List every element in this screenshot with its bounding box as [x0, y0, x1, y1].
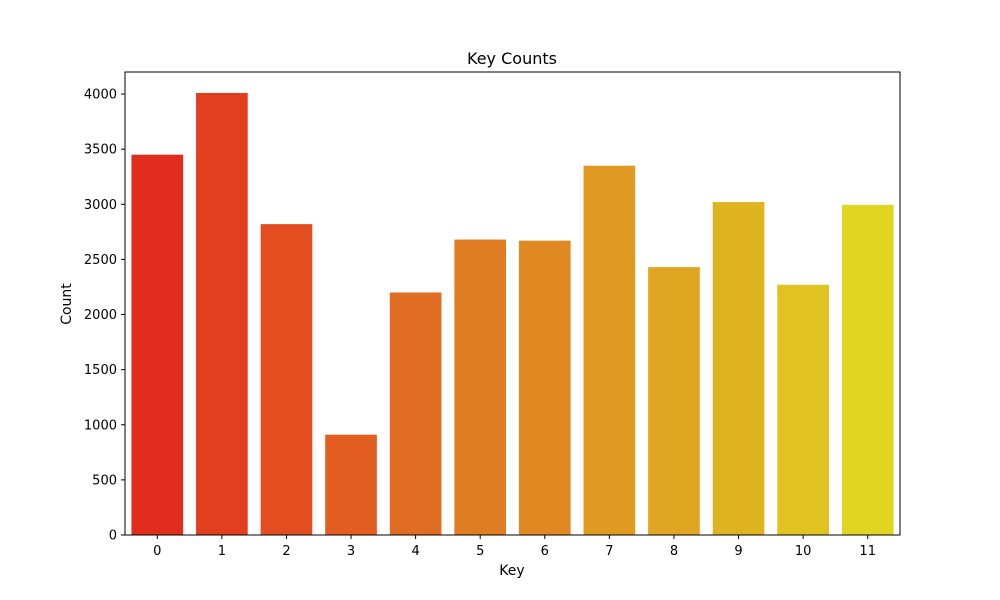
y-axis-label: Count — [59, 283, 75, 325]
bar-key-8 — [648, 267, 700, 535]
y-tick-label: 2000 — [84, 308, 117, 323]
x-tick-label: 7 — [605, 544, 613, 559]
x-tick-label: 8 — [670, 544, 678, 559]
bar-key-6 — [518, 240, 571, 535]
y-tick-label: 4000 — [84, 88, 117, 103]
x-tick-label: 6 — [541, 544, 549, 559]
y-tick-label: 1000 — [84, 418, 117, 433]
y-axis: 0 500 1000 1500 2000 2500 3000 3500 4000 — [84, 88, 125, 544]
x-axis: 0 1 2 3 4 5 6 7 8 9 10 11 — [153, 535, 876, 559]
bar-key-0 — [131, 154, 184, 535]
y-tick-label: 3000 — [84, 198, 117, 213]
y-tick-label: 3500 — [84, 143, 117, 158]
bar-key-4 — [389, 292, 442, 535]
y-tick-label: 500 — [92, 473, 117, 488]
chart-title: Key Counts — [467, 49, 557, 68]
bar-key-1 — [196, 92, 248, 535]
x-tick-label: 10 — [795, 544, 812, 559]
x-tick-label: 11 — [859, 544, 876, 559]
bar-key-9 — [712, 202, 765, 536]
x-tick-label: 4 — [411, 544, 419, 559]
x-tick-label: 1 — [218, 544, 226, 559]
x-tick-label: 0 — [153, 544, 161, 559]
bar-key-10 — [777, 284, 829, 535]
bar-key-2 — [260, 224, 313, 535]
y-tick-label: 0 — [109, 529, 117, 544]
bar-key-5 — [454, 239, 507, 536]
x-tick-label: 5 — [476, 544, 484, 559]
y-tick-label: 1500 — [84, 363, 117, 378]
x-tick-label: 9 — [734, 544, 742, 559]
y-tick-label: 2500 — [84, 253, 117, 268]
bar-key-7 — [583, 165, 636, 535]
plot-frame — [124, 71, 901, 536]
bar-key-11 — [841, 204, 894, 535]
bars-group — [131, 92, 894, 536]
x-tick-label: 2 — [282, 544, 290, 559]
x-tick-label: 3 — [347, 544, 355, 559]
x-axis-label: Key — [499, 563, 524, 579]
bar-key-3 — [325, 434, 377, 535]
